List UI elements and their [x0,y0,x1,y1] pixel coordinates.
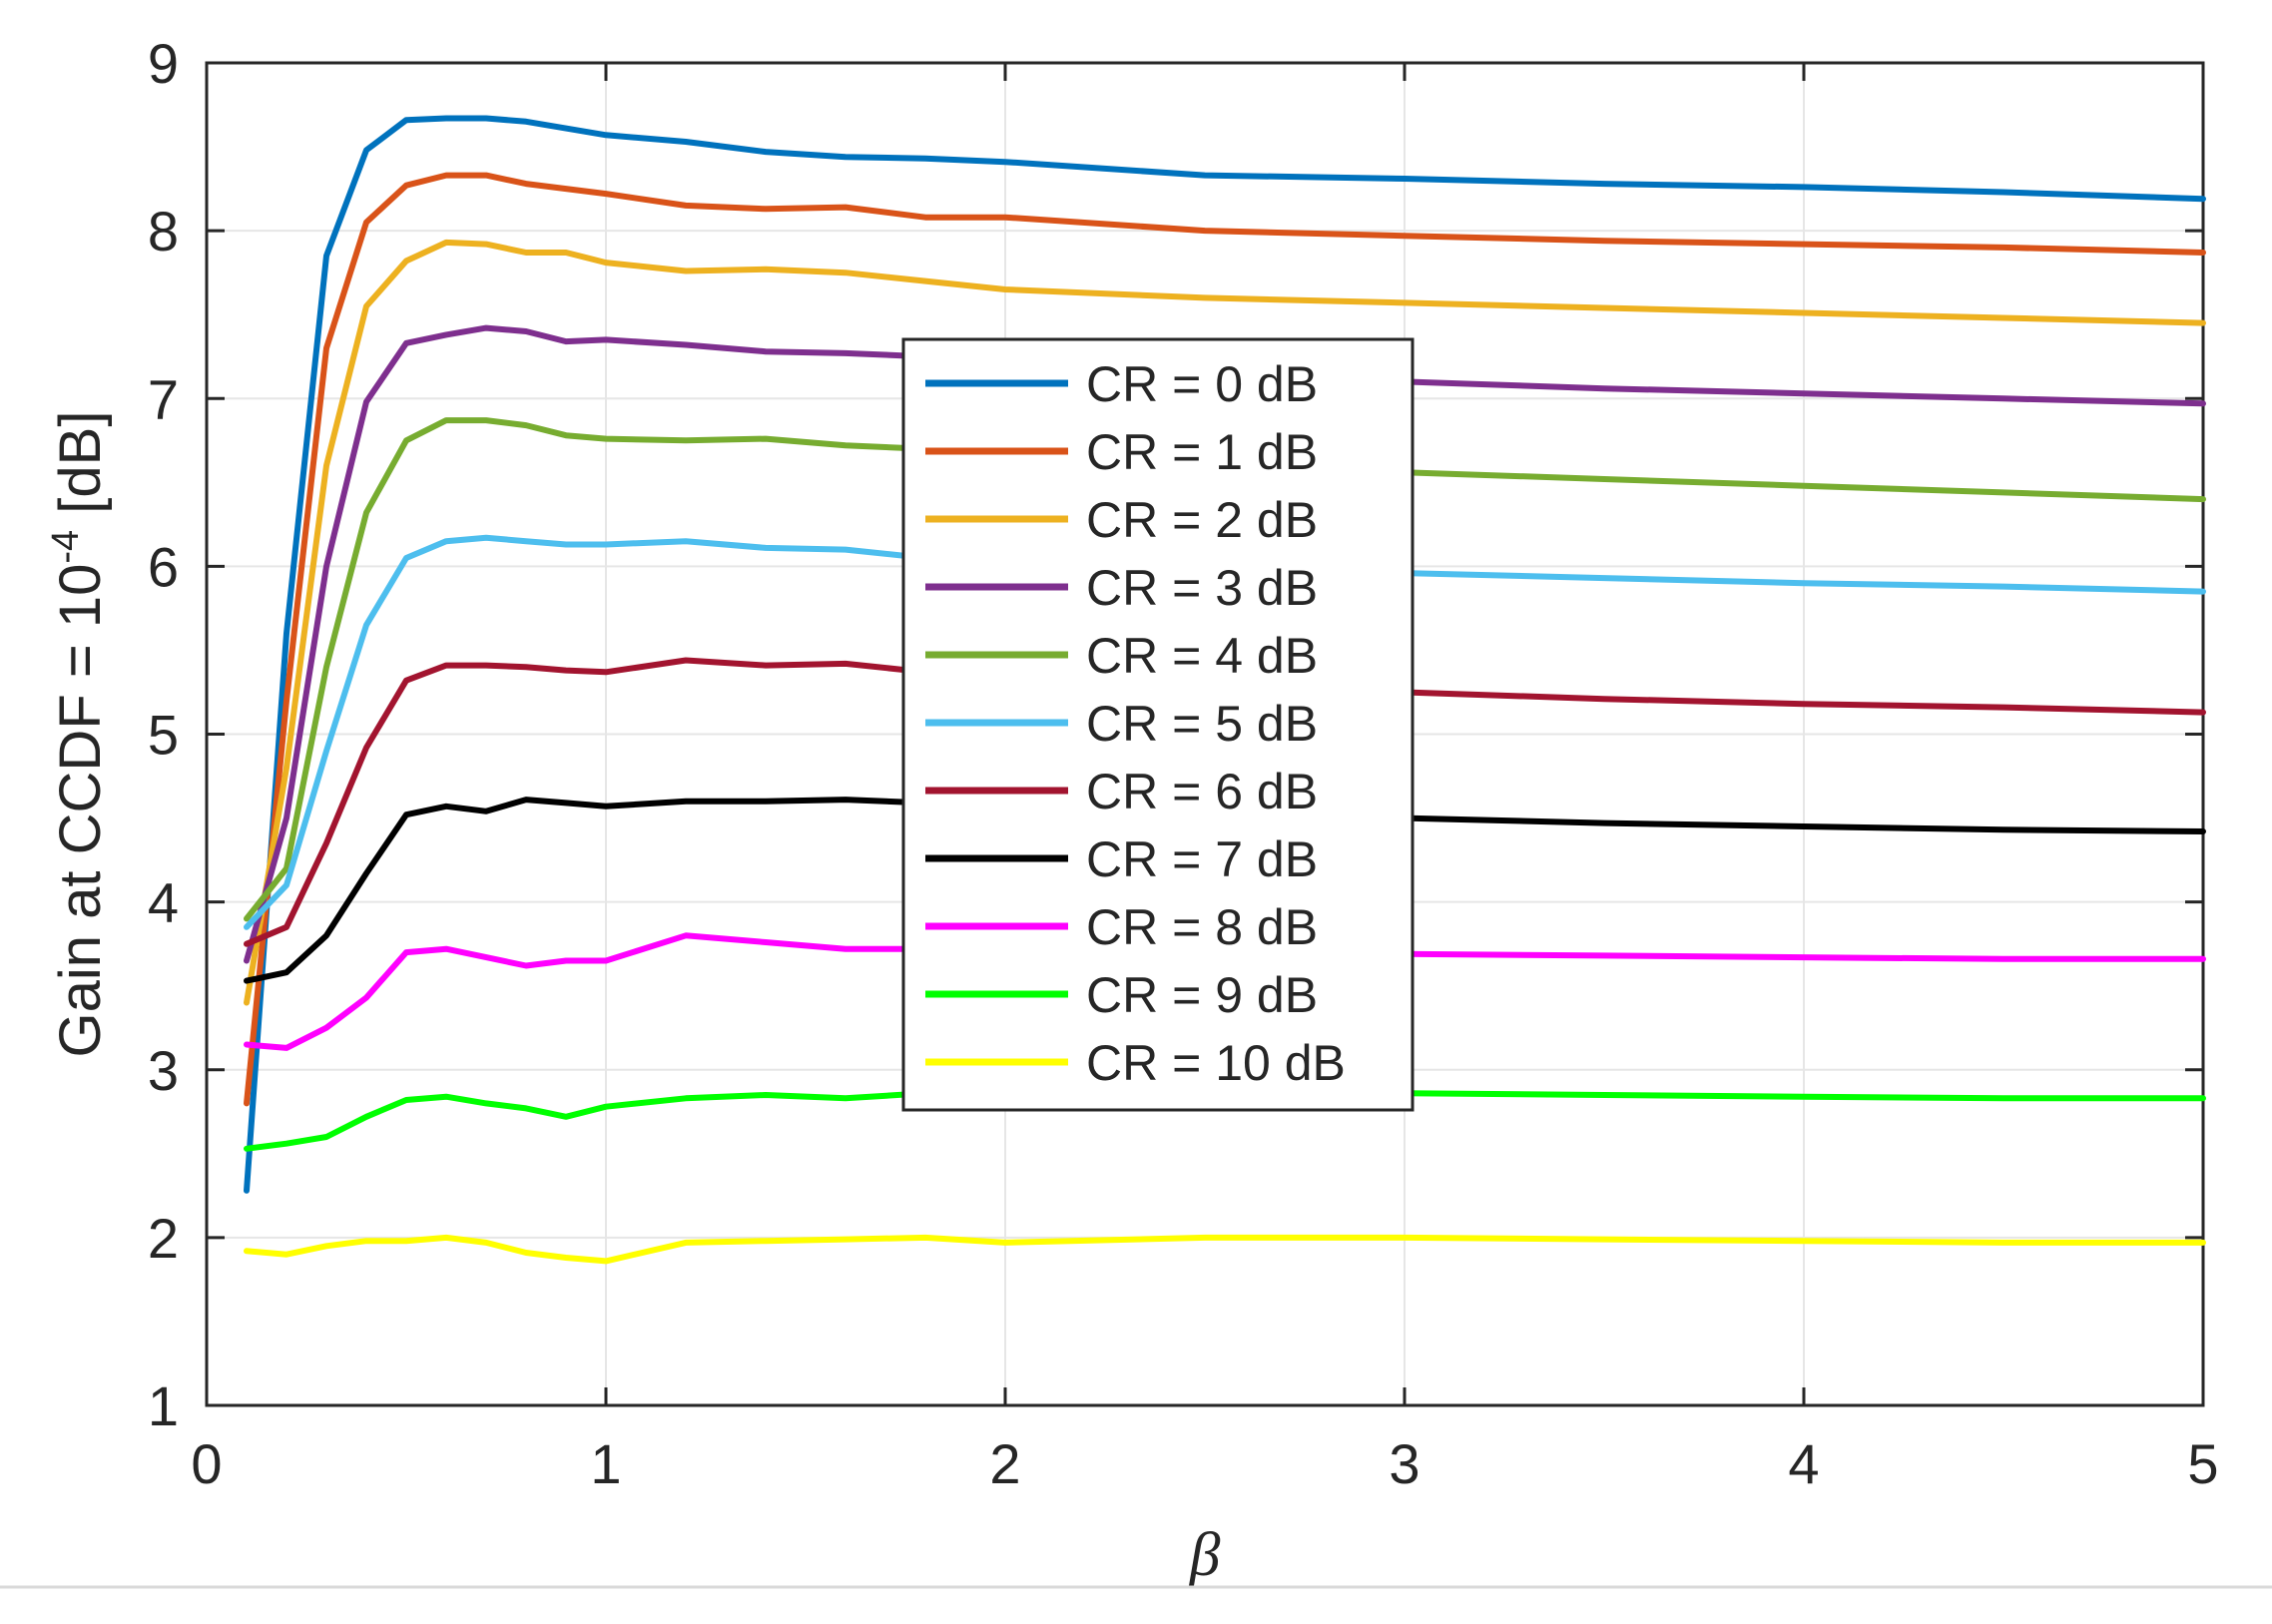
y-tick-label: 7 [148,367,179,430]
y-tick-label: 9 [148,32,179,95]
y-tick-label: 3 [148,1039,179,1102]
y-axis-label-main: Gain at CCDF = 10 [48,564,113,1058]
series-line [244,115,2206,1194]
legend-label: CR = 0 dB [1086,356,1318,412]
y-axis-label-unit: [dB] [48,411,113,530]
x-tick-label: 0 [191,1432,222,1495]
y-axis-label-exponent: -4 [45,530,87,564]
legend-label: CR = 3 dB [1086,560,1318,616]
legend: CR = 0 dB CR = 1 dB CR = 2 dB CR = 3 dB CR =… [901,337,1415,1112]
axis-ticks [205,61,2205,1407]
legend-label: CR = 2 dB [1086,492,1318,548]
x-tick-label: 1 [590,1432,621,1495]
series-line [244,1090,2206,1152]
series-line [244,417,2206,922]
series-line [244,534,2206,930]
legend-label: CR = 1 dB [1086,424,1318,480]
x-tick-label: 4 [1788,1432,1819,1495]
legend-label: CR = 9 dB [1086,967,1318,1023]
y-tick-labels: 1 2 3 4 5 6 7 8 9 [148,32,179,1437]
legend-label: CR = 5 dB [1086,696,1318,752]
x-tick-label: 3 [1389,1432,1420,1495]
series-line [244,797,2206,984]
series-line [244,932,2206,1051]
y-tick-label: 6 [148,535,179,598]
series-line [244,324,2206,964]
x-axis-label: β [1189,1521,1221,1589]
y-tick-label: 2 [148,1207,179,1270]
series-line [244,172,2206,1107]
series-line [244,1234,2206,1265]
y-axis-label: Gain at CCDF = 10-4 [dB] [45,411,113,1058]
y-tick-label: 4 [148,871,179,934]
y-tick-label: 1 [148,1374,179,1437]
series-line [244,239,2206,1006]
legend-label: CR = 10 dB [1086,1035,1346,1091]
series-lines [244,115,2206,1265]
y-tick-label: 8 [148,200,179,263]
y-tick-label: 5 [148,704,179,767]
x-tick-label: 5 [2187,1432,2218,1495]
legend-label: CR = 8 dB [1086,899,1318,955]
legend-label: CR = 6 dB [1086,764,1318,819]
series-line [244,657,2206,947]
x-tick-label: 2 [989,1432,1020,1495]
x-tick-labels: 0 1 2 3 4 5 [191,1432,2218,1495]
legend-label: CR = 4 dB [1086,628,1318,684]
legend-label: CR = 7 dB [1086,831,1318,887]
